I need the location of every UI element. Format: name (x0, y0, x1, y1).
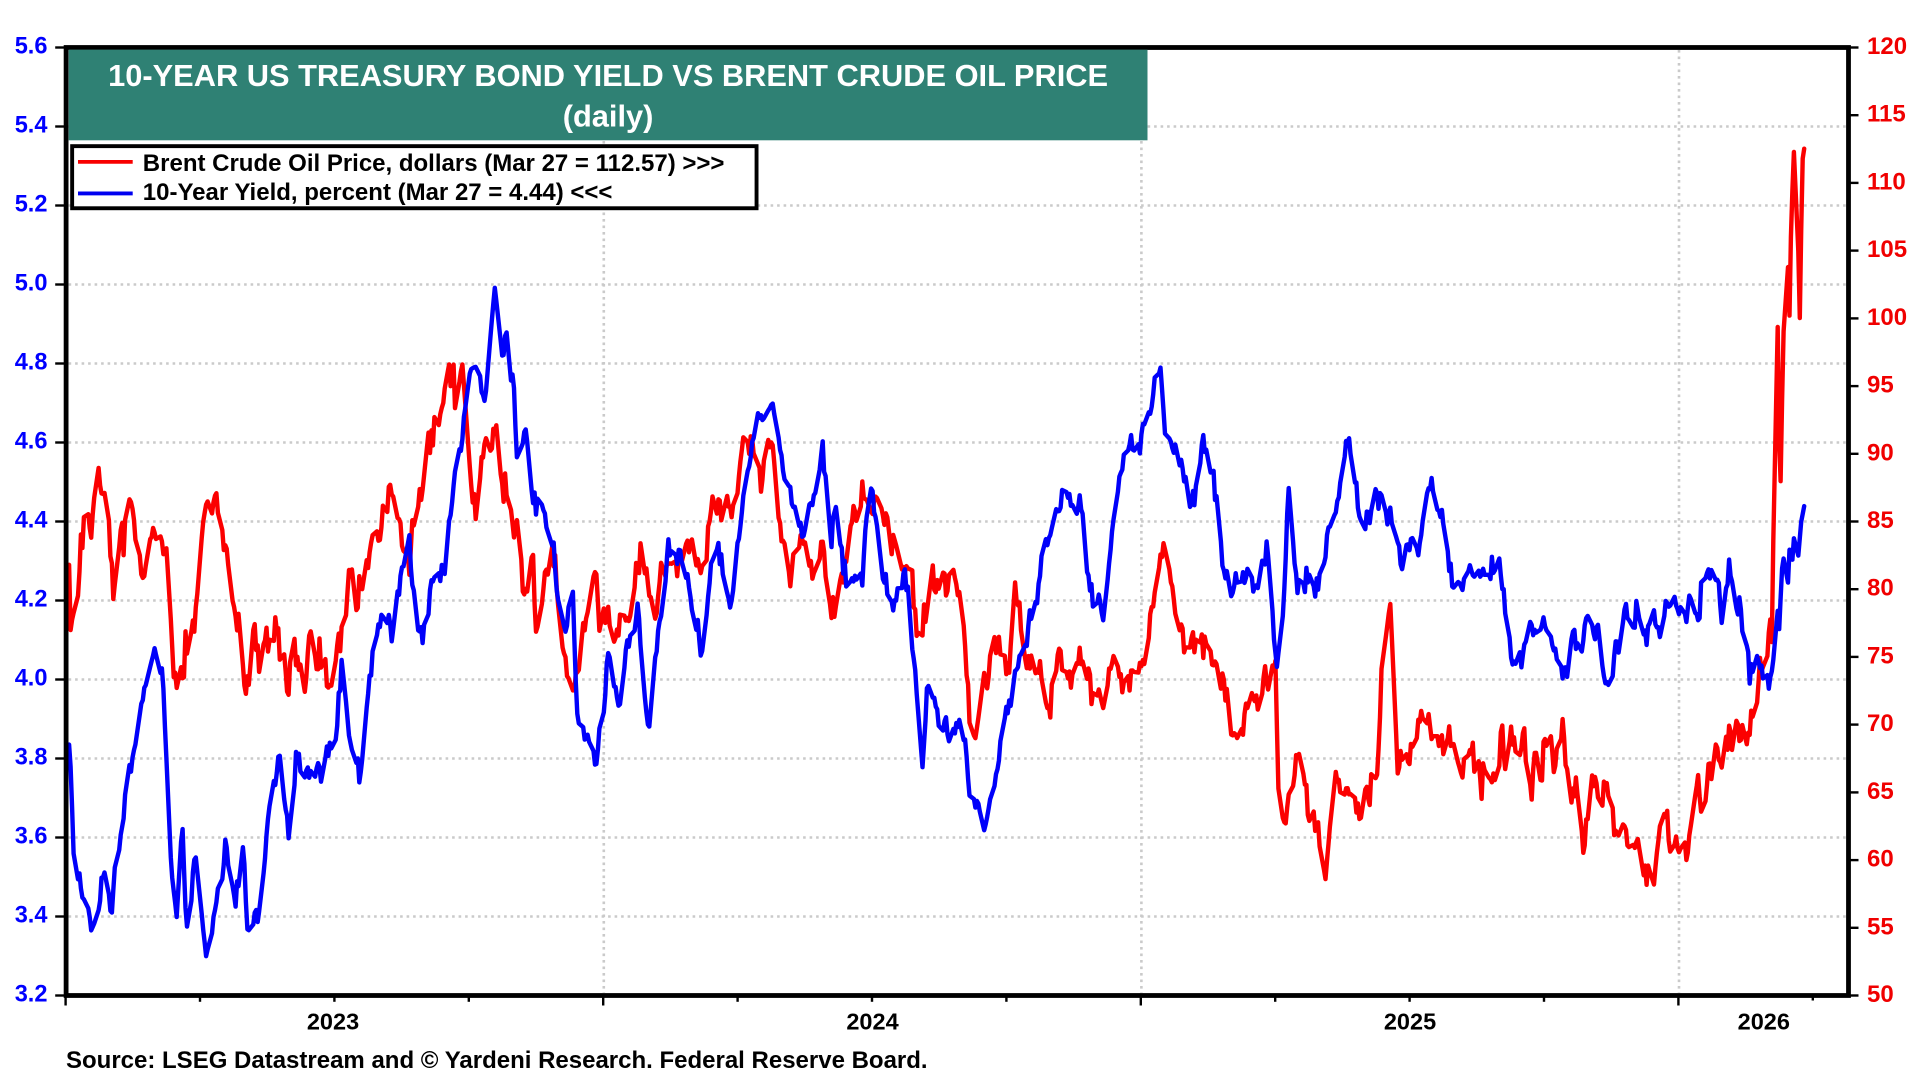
svg-text:5.0: 5.0 (15, 271, 48, 297)
svg-text:4.6: 4.6 (15, 429, 48, 455)
svg-text:90: 90 (1867, 439, 1894, 466)
svg-text:105: 105 (1867, 236, 1907, 263)
svg-text:4.0: 4.0 (15, 666, 48, 692)
svg-text:10-YEAR US TREASURY BOND YIELD: 10-YEAR US TREASURY BOND YIELD VS BRENT … (108, 58, 1108, 93)
svg-text:5.6: 5.6 (15, 34, 48, 60)
svg-text:70: 70 (1867, 710, 1894, 737)
svg-text:115: 115 (1867, 101, 1906, 128)
svg-text:2026: 2026 (1738, 1009, 1790, 1035)
svg-text:110: 110 (1867, 168, 1906, 195)
svg-text:95: 95 (1867, 372, 1894, 399)
svg-text:10-Year Yield, percent (Mar 27: 10-Year Yield, percent (Mar 27 = 4.44) <… (143, 179, 613, 206)
svg-text:4.8: 4.8 (15, 350, 48, 376)
svg-text:120: 120 (1867, 33, 1907, 60)
svg-text:4.4: 4.4 (15, 508, 48, 534)
svg-text:2023: 2023 (307, 1009, 359, 1035)
svg-text:3.2: 3.2 (15, 982, 48, 1008)
svg-text:Brent Crude Oil Price, dollars: Brent Crude Oil Price, dollars (Mar 27 =… (143, 150, 725, 177)
svg-text:2024: 2024 (846, 1009, 898, 1035)
svg-text:5.2: 5.2 (15, 192, 48, 218)
svg-text:80: 80 (1867, 575, 1894, 602)
svg-text:3.4: 3.4 (15, 903, 48, 929)
svg-text:3.6: 3.6 (15, 824, 48, 850)
svg-text:2025: 2025 (1384, 1009, 1436, 1035)
svg-text:(daily): (daily) (563, 98, 654, 133)
svg-text:55: 55 (1867, 913, 1894, 940)
svg-text:75: 75 (1867, 642, 1894, 669)
svg-text:3.8: 3.8 (15, 745, 48, 771)
svg-text:85: 85 (1867, 507, 1894, 534)
svg-text:4.2: 4.2 (15, 587, 48, 613)
svg-text:60: 60 (1867, 846, 1894, 873)
svg-text:Source: LSEG Datastream and ©: Source: LSEG Datastream and © Yardeni Re… (66, 1047, 928, 1074)
svg-text:100: 100 (1867, 304, 1907, 331)
svg-text:50: 50 (1867, 981, 1894, 1008)
svg-text:5.4: 5.4 (15, 113, 48, 139)
svg-text:65: 65 (1867, 778, 1894, 805)
